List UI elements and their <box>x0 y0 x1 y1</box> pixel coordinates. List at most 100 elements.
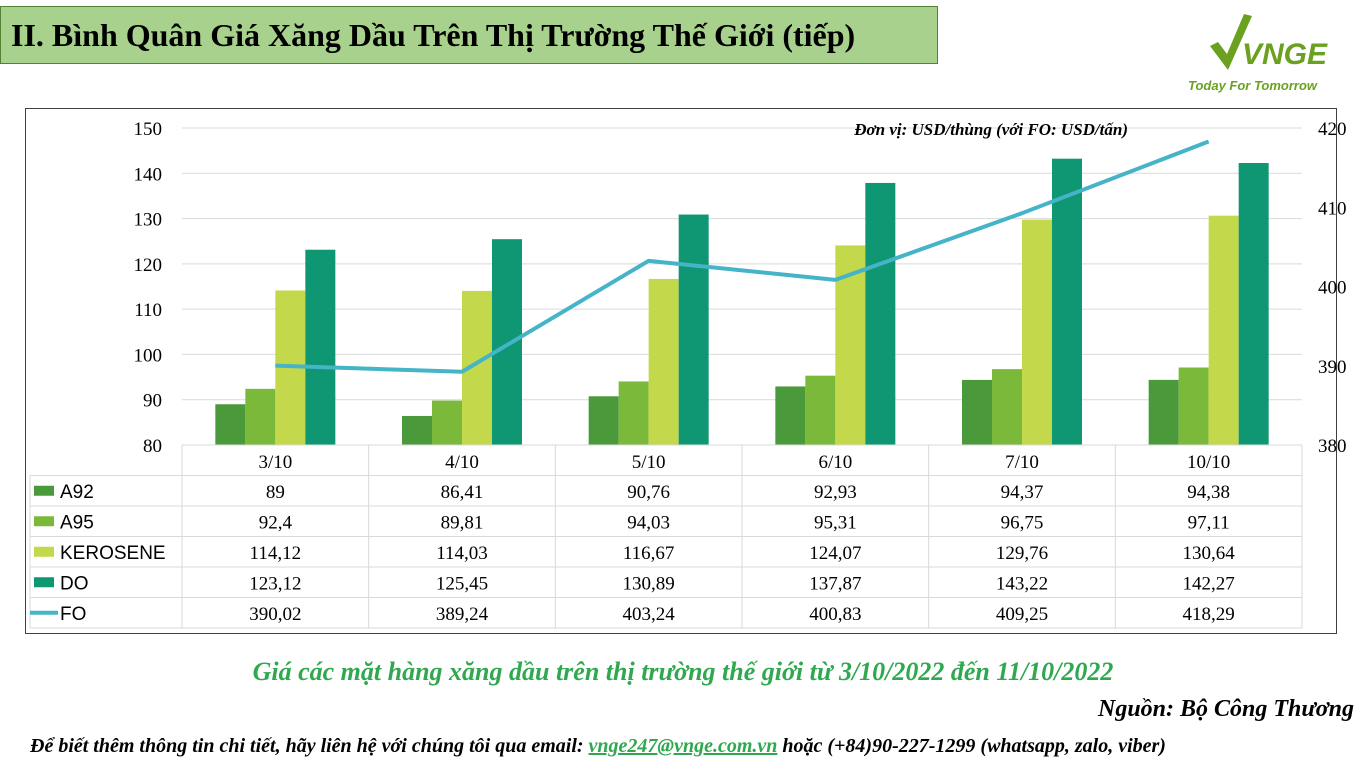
table-value: 92,93 <box>814 482 857 503</box>
bar-do <box>1052 158 1082 445</box>
legend-key-kerosene <box>34 546 54 557</box>
table-value: 389,24 <box>436 604 489 625</box>
y-right-tick-label: 410 <box>1318 198 1347 219</box>
y-left-tick-label: 80 <box>143 436 162 457</box>
y-left-tick-label: 140 <box>134 164 163 185</box>
contact-line: Để biết thêm thông tin chi tiết, hãy liê… <box>30 735 1166 758</box>
series-name: A92 <box>60 482 94 503</box>
table-value: 94,03 <box>627 512 670 533</box>
y-left-tick-label: 110 <box>134 300 162 321</box>
table-value: 92,4 <box>259 512 293 533</box>
vnge-logo: VNGE Today For Tomorrow <box>1180 8 1366 100</box>
table-value: 94,38 <box>1187 482 1230 503</box>
category-label: 4/10 <box>445 452 479 473</box>
series-name: DO <box>60 573 89 594</box>
category-label: 5/10 <box>632 452 666 473</box>
category-label: 10/10 <box>1187 452 1230 473</box>
source-note: Nguồn: Bộ Công Thương <box>1098 696 1354 722</box>
gridlines <box>182 127 1302 446</box>
title-banner: II. Bình Quân Giá Xăng Dầu Trên Thị Trườ… <box>0 6 938 64</box>
category-label: 6/10 <box>818 452 852 473</box>
bar-kerosene <box>1022 219 1052 445</box>
category-label: 3/10 <box>258 452 292 473</box>
table-value: 403,24 <box>623 604 676 625</box>
y-left-tick-label: 120 <box>134 255 163 276</box>
bar-do <box>305 249 336 445</box>
y-right-tick-label: 420 <box>1318 119 1347 140</box>
series-name: KEROSENE <box>60 543 166 564</box>
chart-caption: Giá các mặt hàng xăng dầu trên thị trườn… <box>252 657 1114 686</box>
fo-line <box>275 139 1210 374</box>
legend-key-a95 <box>34 516 54 527</box>
table-value: 390,02 <box>249 604 301 625</box>
logo-mark-icon: VNGE <box>1210 14 1328 71</box>
category-label: 7/10 <box>1005 452 1039 473</box>
bar-a92 <box>588 396 619 445</box>
bars <box>215 158 1269 445</box>
contact-suffix: hoặc (+84)90-227-1299 (whatsapp, zalo, v… <box>777 735 1166 757</box>
table-value: 90,76 <box>627 482 670 503</box>
table-value: 114,03 <box>436 543 488 564</box>
bar-do <box>1238 163 1269 445</box>
table-value: 116,67 <box>623 543 675 564</box>
bar-do <box>865 182 896 445</box>
unit-note: Đơn vị: USD/thùng (với FO: USD/tấn) <box>853 120 1128 139</box>
bar-kerosene <box>648 278 679 445</box>
legend-key-do <box>34 577 54 588</box>
table-value: 97,11 <box>1188 512 1230 533</box>
y-right-tick-label: 400 <box>1318 278 1347 299</box>
bar-a92 <box>775 386 806 445</box>
chart-frame <box>25 108 1337 634</box>
logo-wordmark: VNGE <box>1242 38 1328 71</box>
table-value: 94,37 <box>1001 482 1044 503</box>
left-axis: 80 90 100 110 120 130 140 150 <box>134 119 163 457</box>
table-value: 124,07 <box>809 543 861 564</box>
table-value: 130,64 <box>1183 543 1236 564</box>
table-value: 409,25 <box>996 604 1048 625</box>
table-value: 142,27 <box>1183 573 1235 594</box>
y-right-tick-label: 390 <box>1318 357 1347 378</box>
series-name: FO <box>60 604 86 625</box>
bar-a92 <box>1148 379 1179 445</box>
data-table: 3/10 4/10 5/10 6/10 7/10 10/10 A92 89 86,41 90,76… <box>29 444 1303 629</box>
email-link[interactable]: vnge247@vnge.com.vn <box>588 735 778 757</box>
bar-a92 <box>402 415 432 445</box>
legend-key-a92 <box>34 485 54 496</box>
table-value: 114,12 <box>250 543 302 564</box>
bar-a95 <box>805 375 836 445</box>
table-value: 86,41 <box>441 482 484 503</box>
y-left-tick-label: 130 <box>134 210 163 231</box>
contact-prefix: Để biết thêm thông tin chi tiết, hãy liê… <box>30 735 589 757</box>
table-value: 143,22 <box>996 573 1048 594</box>
bar-kerosene <box>1208 215 1239 445</box>
bar-a92 <box>215 404 246 445</box>
y-left-tick-label: 90 <box>143 391 162 412</box>
y-left-tick-label: 100 <box>134 345 163 366</box>
table-value: 129,76 <box>996 543 1048 564</box>
table-value: 96,75 <box>1001 512 1044 533</box>
line-fo <box>275 139 1210 374</box>
right-axis: 380 390 400 410 420 <box>1318 119 1347 457</box>
series-name: A95 <box>60 512 94 533</box>
table-value: 89,81 <box>441 512 484 533</box>
bar-do <box>678 214 709 445</box>
table-value: 137,87 <box>809 573 861 594</box>
table-value: 400,83 <box>809 604 861 625</box>
y-left-tick-label: 150 <box>134 119 163 140</box>
table-value: 123,12 <box>249 573 301 594</box>
bar-do <box>492 239 522 445</box>
y-right-tick-label: 380 <box>1318 436 1347 457</box>
bar-a95 <box>1178 367 1209 445</box>
bar-a95 <box>432 400 462 445</box>
bar-a95 <box>618 381 649 445</box>
bar-a95 <box>245 388 276 445</box>
bar-a92 <box>962 379 992 445</box>
table-value: 89 <box>266 482 285 503</box>
bar-a95 <box>992 369 1022 445</box>
table-value: 130,89 <box>623 573 675 594</box>
logo-tagline: Today For Tomorrow <box>1188 78 1318 93</box>
table-value: 95,31 <box>814 512 857 533</box>
price-chart: 80 90 100 110 120 130 140 150 380 390 400 410 420 3… <box>29 119 1347 629</box>
table-value: 418,29 <box>1183 604 1235 625</box>
table-value: 125,45 <box>436 573 488 594</box>
